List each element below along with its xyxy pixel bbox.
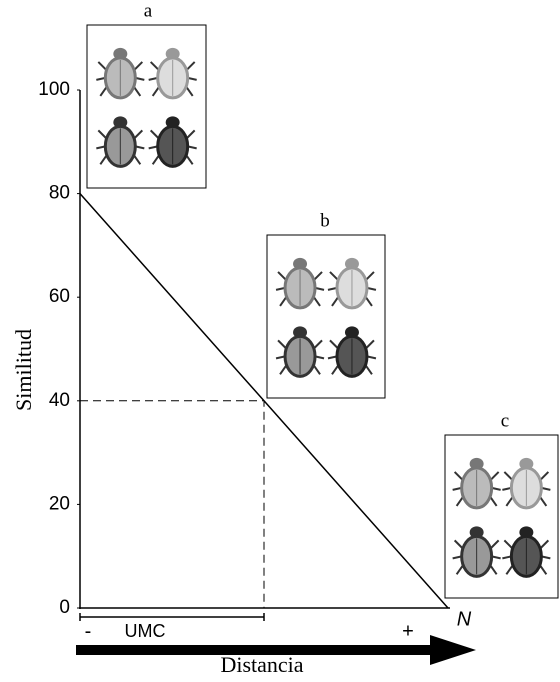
y-tick-label: 40 (49, 390, 70, 411)
arrow-end-label: + (402, 620, 414, 642)
panel-box (445, 435, 558, 598)
arrow-start-label: - (85, 620, 92, 642)
arrow-head (430, 635, 476, 665)
reference-line (80, 401, 264, 608)
chart: Similitud Distancia N UMC - + 0 20 40 60 80 1… (0, 0, 560, 682)
panel-label: c (501, 410, 509, 431)
panel-box (267, 235, 385, 398)
y-tick-label: 0 (59, 597, 70, 618)
interval-bracket (80, 613, 264, 621)
y-tick-label: 60 (49, 286, 70, 307)
panel-label: b (320, 210, 330, 231)
x-axis-label: Distancia (220, 652, 303, 677)
y-tick-label: 20 (49, 493, 70, 514)
interval-label: UMC (125, 621, 166, 641)
y-tick-label: 100 (38, 79, 70, 100)
y-axis-label: Similitud (11, 329, 36, 411)
panel-box (87, 25, 206, 188)
panel-label: a (144, 0, 153, 21)
x-end-label: N (457, 608, 472, 630)
y-tick-label: 80 (49, 183, 70, 204)
